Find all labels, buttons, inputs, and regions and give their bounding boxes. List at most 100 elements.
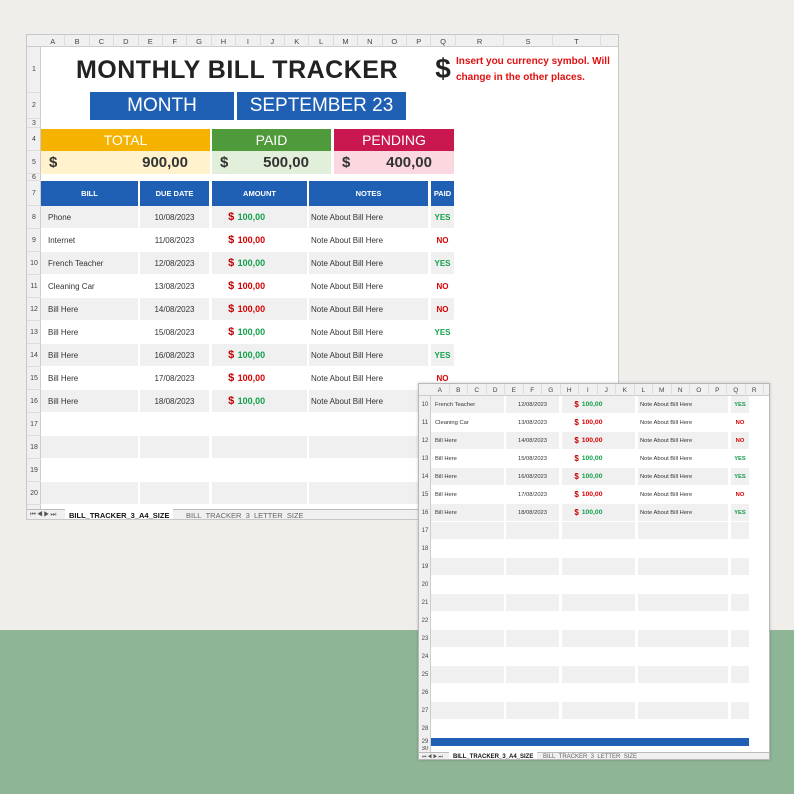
- amount-cell: $100,00: [212, 229, 307, 251]
- table-header: PAID: [431, 181, 454, 206]
- amount-cell: $100,00: [562, 468, 635, 485]
- empty-cell: [309, 482, 428, 504]
- column-letter: M: [334, 35, 359, 47]
- empty-cell: [431, 630, 504, 647]
- amount-value: 100,00: [237, 258, 266, 268]
- bill-cell: French Teacher: [431, 396, 504, 413]
- empty-cell: [506, 630, 559, 647]
- amount-currency: $: [228, 303, 235, 315]
- amount-currency: $: [228, 280, 235, 292]
- paid-cell: NO: [431, 229, 454, 251]
- amount-value: 100,00: [581, 437, 603, 444]
- row-number: 13: [27, 321, 41, 344]
- row-number: 10: [421, 402, 429, 408]
- amount-value: 100,00: [581, 401, 603, 408]
- column-letter: T: [553, 35, 602, 47]
- column-letter: O: [690, 384, 709, 396]
- column-letter: H: [561, 384, 579, 396]
- notes-cell: Note About Bill Here: [638, 450, 728, 467]
- amount-value: 100,00: [237, 327, 266, 337]
- row-number: 25: [421, 672, 429, 678]
- amount-currency: $: [574, 400, 579, 409]
- column-letter: B: [450, 384, 468, 396]
- bill-cell: Bill Here: [431, 468, 504, 485]
- bill-cell: Bill Here: [431, 504, 504, 521]
- due-date-cell: 17/08/2023: [140, 367, 209, 389]
- amount-cell: $100,00: [212, 367, 307, 389]
- column-letter: P: [709, 384, 727, 396]
- column-letter: Q: [431, 35, 456, 47]
- notes-cell: Note About Bill Here: [309, 390, 428, 412]
- due-date-cell: 16/08/2023: [140, 344, 209, 366]
- amount-value: 100,00: [581, 419, 603, 426]
- footer-bar: [431, 738, 749, 746]
- paid-cell: NO: [731, 432, 749, 449]
- column-letter: L: [635, 384, 653, 396]
- column-letter: G: [542, 384, 561, 396]
- notes-cell: Note About Bill Here: [638, 432, 728, 449]
- row-number: 22: [421, 618, 429, 624]
- row-number: 23: [421, 636, 429, 642]
- amount-currency: $: [574, 454, 579, 463]
- empty-cell: [431, 702, 504, 719]
- amount-value: 100,00: [237, 350, 266, 360]
- amount-value: 100,00: [581, 473, 603, 480]
- row-number: 8: [27, 206, 41, 229]
- column-letter: R: [456, 35, 505, 47]
- row-number: 16: [27, 390, 41, 413]
- month-value: SEPTEMBER 23: [237, 92, 406, 120]
- empty-cell: [638, 666, 728, 683]
- row-header-bar: [419, 396, 431, 752]
- paid-cell: NO: [731, 486, 749, 503]
- table-header: NOTES: [309, 181, 428, 206]
- empty-cell: [731, 594, 749, 611]
- row-number: 18: [421, 546, 429, 552]
- amount-cell: $100,00: [212, 344, 307, 366]
- row-number: 10: [27, 252, 41, 275]
- column-header-bar: [27, 35, 618, 47]
- amount-value: 100,00: [237, 373, 266, 383]
- paid-cell: YES: [431, 344, 454, 366]
- empty-cell: [431, 666, 504, 683]
- amount-cell: $100,00: [562, 414, 635, 431]
- amount-currency: $: [574, 490, 579, 499]
- empty-cell: [506, 522, 559, 539]
- amount-currency: $: [228, 349, 235, 361]
- paid-cell: NO: [431, 298, 454, 320]
- bill-cell: Bill Here: [431, 432, 504, 449]
- sheet-tab[interactable]: BILL_TRACKER_3_LETTER_SIZE: [186, 510, 304, 520]
- amount-currency: $: [228, 395, 235, 407]
- sheet-tab[interactable]: BILL_TRACKER_3_LETTER_SIZE: [543, 753, 638, 760]
- empty-cell: [431, 522, 504, 539]
- notes-cell: Note About Bill Here: [309, 275, 428, 297]
- notes-cell: Note About Bill Here: [309, 229, 428, 251]
- paid-cell: YES: [431, 252, 454, 274]
- row-number: 15: [27, 367, 41, 390]
- sheet-tab[interactable]: BILL_TRACKER_3_A4_SIZE: [65, 509, 174, 519]
- empty-cell: [731, 522, 749, 539]
- bill-cell: Bill Here: [41, 321, 138, 343]
- empty-cell: [562, 594, 635, 611]
- due-date-cell: 14/08/2023: [140, 298, 209, 320]
- row-number: 5: [27, 151, 41, 174]
- empty-cell: [638, 594, 728, 611]
- row-number: 20: [421, 582, 429, 588]
- table-header: BILL: [41, 181, 138, 206]
- summary-currency: $: [220, 154, 229, 171]
- due-date-cell: 14/08/2023: [506, 432, 559, 449]
- amount-cell: $100,00: [212, 298, 307, 320]
- summary-currency: $: [49, 154, 58, 171]
- notes-cell: Note About Bill Here: [638, 468, 728, 485]
- amount-value: 100,00: [581, 509, 603, 516]
- empty-cell: [309, 436, 428, 458]
- sheet-tab[interactable]: BILL_TRACKER_3_A4_SIZE: [449, 752, 538, 759]
- empty-cell: [638, 702, 728, 719]
- bill-cell: Cleaning Car: [431, 414, 504, 431]
- due-date-cell: 15/08/2023: [506, 450, 559, 467]
- notes-cell: Note About Bill Here: [638, 414, 728, 431]
- column-letter: B: [65, 35, 90, 47]
- column-letter: R: [746, 384, 764, 396]
- column-letter: I: [236, 35, 261, 47]
- amount-cell: $100,00: [562, 504, 635, 521]
